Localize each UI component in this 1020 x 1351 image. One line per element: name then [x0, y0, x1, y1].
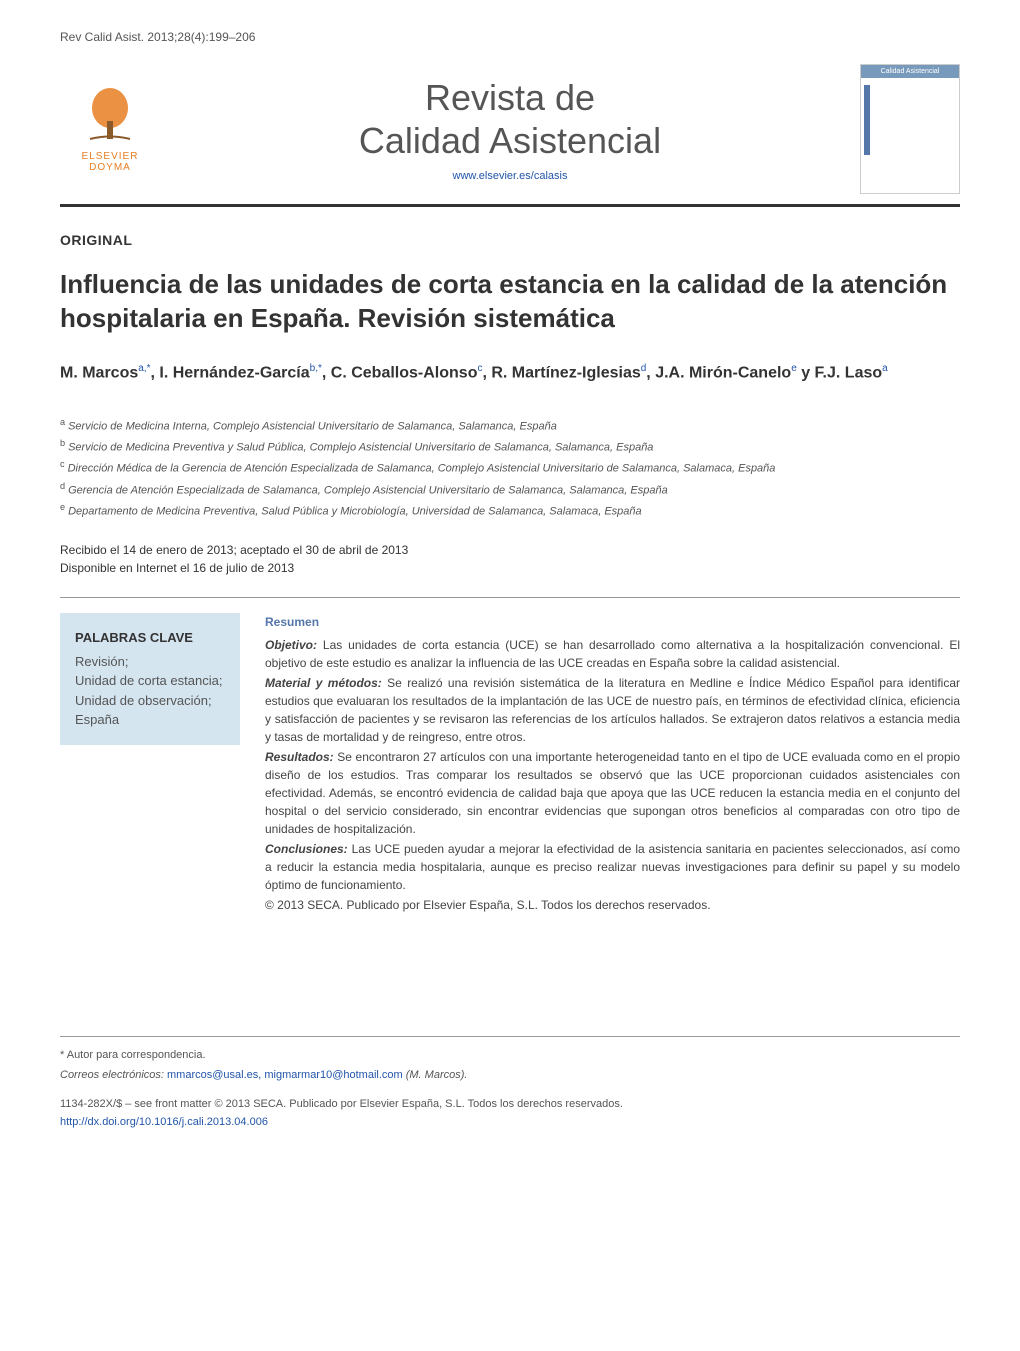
keywords-box: PALABRAS CLAVE Revisión; Unidad de corta… — [60, 613, 240, 745]
abstract-copyright: © 2013 SECA. Publicado por Elsevier Espa… — [265, 896, 960, 914]
emails-suffix: (M. Marcos). — [406, 1069, 468, 1081]
abstract-section: Objetivo: Las unidades de corta estancia… — [265, 636, 960, 672]
abstract-section: Material y métodos: Se realizó una revis… — [265, 674, 960, 746]
cover-thumb-title: Calidad Asistencial — [861, 65, 959, 78]
affiliation: cDirección Médica de la Gerencia de Aten… — [60, 457, 960, 478]
abstract-section: Conclusiones: Las UCE pueden ayudar a me… — [265, 840, 960, 894]
email-addresses[interactable]: mmarcos@usal.es, migmarmar10@hotmail.com — [167, 1069, 403, 1081]
journal-header: ELSEVIER DOYMA Revista de Calidad Asiste… — [60, 64, 960, 207]
affiliation: dGerencia de Atención Especializada de S… — [60, 479, 960, 500]
publisher-name-bottom: DOYMA — [89, 162, 131, 173]
author-list: M. Marcosa,*, I. Hernández-Garcíab,*, C.… — [60, 361, 960, 385]
cover-stripe — [864, 85, 870, 155]
abstract: Resumen Objetivo: Las unidades de corta … — [265, 613, 960, 916]
elsevier-tree-icon — [80, 86, 140, 146]
affiliations: aServicio de Medicina Interna, Complejo … — [60, 415, 960, 521]
journal-title-line2: Calidad Asistencial — [359, 120, 661, 161]
online-date: Disponible en Internet el 16 de julio de… — [60, 559, 960, 577]
page-footer: * Autor para correspondencia. Correos el… — [60, 1036, 960, 1131]
journal-url[interactable]: www.elsevier.es/calasis — [160, 170, 860, 182]
corresponding-emails: Correos electrónicos: mmarcos@usal.es, m… — [60, 1067, 960, 1085]
abstract-section: Resultados: Se encontraron 27 artículos … — [265, 748, 960, 838]
keywords-list: Revisión; Unidad de corta estancia; Unid… — [75, 652, 225, 730]
journal-title-line1: Revista de — [425, 77, 595, 118]
abstract-heading: Resumen — [265, 613, 960, 631]
abstract-container: PALABRAS CLAVE Revisión; Unidad de corta… — [60, 597, 960, 916]
received-accepted-date: Recibido el 14 de enero de 2013; aceptad… — [60, 541, 960, 559]
keywords-title: PALABRAS CLAVE — [75, 628, 225, 648]
citation: Rev Calid Asist. 2013;28(4):199–206 — [60, 30, 960, 44]
footer-meta: 1134-282X/$ – see front matter © 2013 SE… — [60, 1096, 960, 1131]
affiliation: aServicio de Medicina Interna, Complejo … — [60, 415, 960, 436]
publisher-name-top: ELSEVIER — [82, 151, 139, 162]
article-dates: Recibido el 14 de enero de 2013; aceptad… — [60, 541, 960, 577]
front-matter: 1134-282X/$ – see front matter © 2013 SE… — [60, 1096, 960, 1114]
article-type: ORIGINAL — [60, 232, 960, 248]
doi-link[interactable]: http://dx.doi.org/10.1016/j.cali.2013.04… — [60, 1114, 960, 1132]
publisher-logo: ELSEVIER DOYMA — [60, 86, 160, 173]
emails-label: Correos electrónicos: — [60, 1069, 164, 1081]
corresponding-author-note: * Autor para correspondencia. — [60, 1047, 960, 1065]
article-title: Influencia de las unidades de corta esta… — [60, 268, 960, 336]
journal-cover-thumbnail: Calidad Asistencial — [860, 64, 960, 194]
affiliation: bServicio de Medicina Preventiva y Salud… — [60, 436, 960, 457]
journal-title-block: Revista de Calidad Asistencial www.elsev… — [160, 76, 860, 182]
affiliation: eDepartamento de Medicina Preventiva, Sa… — [60, 500, 960, 521]
